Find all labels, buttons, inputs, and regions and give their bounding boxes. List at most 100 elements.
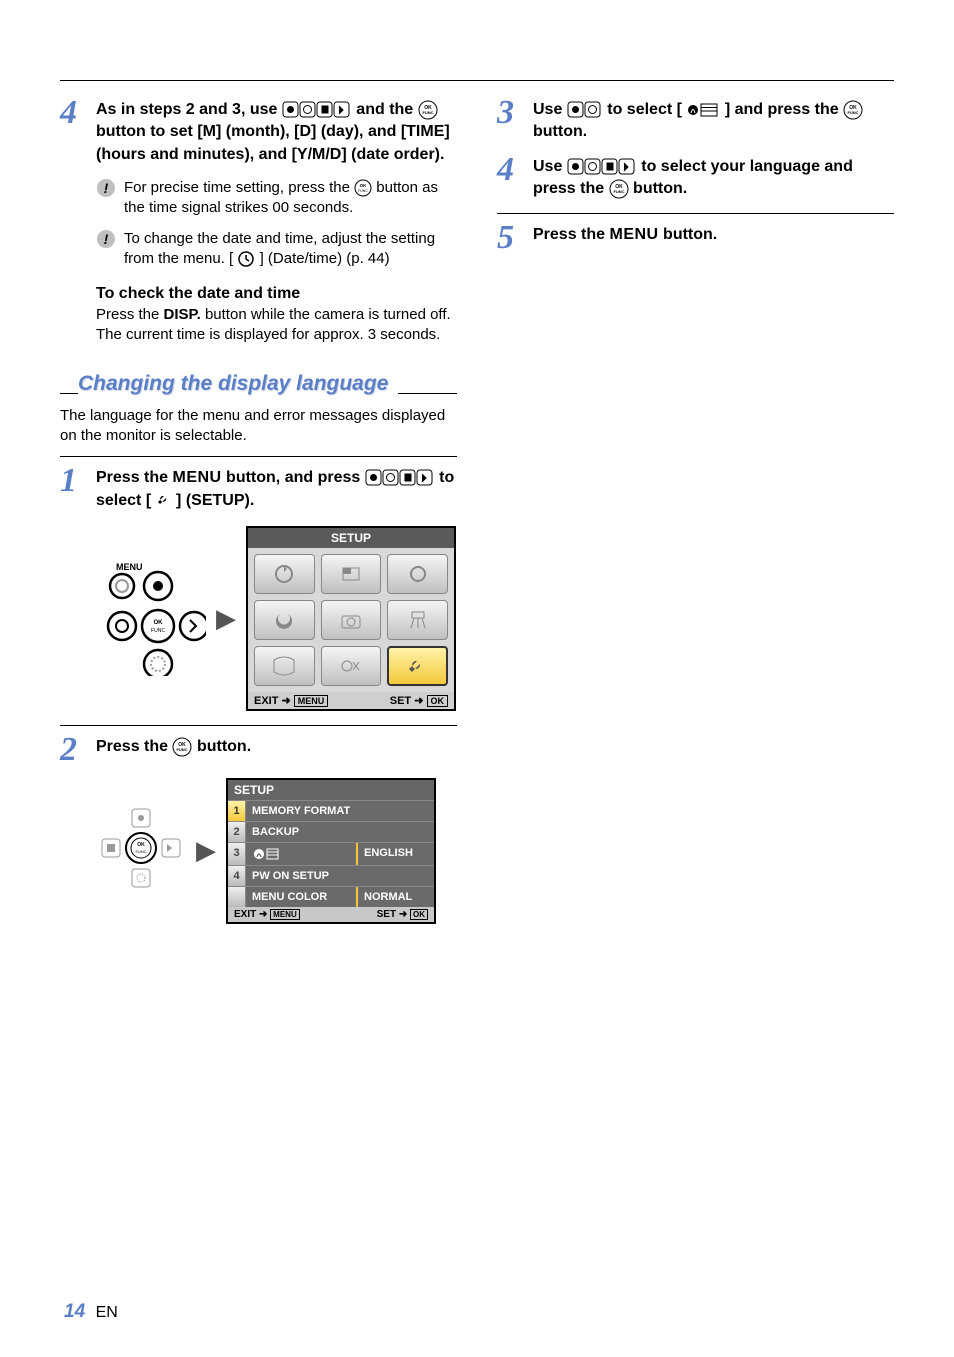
menu-label: MENU [172, 469, 221, 486]
svg-text:FUNC: FUNC [177, 747, 188, 752]
menu-list-diagram: OKFUNC ▶ SETUP 1 MEMORY FORMAT 2 BACKUP … [96, 778, 457, 924]
step-4-lang: 4 Use to select your language and press … [497, 156, 894, 201]
dpad-buttons-icon: MENU OKFUNC [96, 556, 206, 681]
step-number: 4 [60, 99, 86, 166]
step-separator [497, 213, 894, 214]
svg-text:!: ! [104, 180, 109, 196]
note-precise-time: ! For precise time setting, press the OK… [96, 178, 457, 219]
cell-setup-icon [387, 646, 448, 686]
arrow-icon: ▶ [196, 835, 216, 866]
row-num: 2 [228, 822, 246, 842]
step-number: 3 [497, 99, 523, 144]
step4-text-a: As in steps 2 and 3, use [96, 101, 282, 118]
note-text: For precise time setting, press the OKFU… [124, 178, 457, 219]
s1-d: ] (SETUP). [176, 492, 254, 509]
note1-a: For precise time setting, press the [124, 179, 354, 196]
r3-c: ] and press the [725, 101, 843, 118]
svg-text:!: ! [104, 231, 109, 247]
dpad-cross-icon: OKFUNC [96, 803, 186, 898]
arrow-icon: ▶ [216, 603, 236, 634]
page-lang: EN [96, 1304, 118, 1321]
row-label: BACKUP [246, 822, 434, 842]
section-title: Changing the display language [78, 372, 398, 396]
setup-footer: EXIT ➜ MENU SET ➜ OK [248, 692, 454, 709]
cell-tripod-icon [387, 600, 448, 640]
cell-sleep-icon [254, 600, 315, 640]
exit-label: EXIT ➜ MENU [254, 694, 328, 707]
menu-row: 3 ENGLISH [228, 842, 434, 865]
ok-func-icon: OKFUNC [172, 737, 192, 757]
step-number: 1 [60, 467, 86, 512]
section-intro: The language for the menu and error mess… [60, 406, 457, 447]
note2-b: ] (Date/time) (p. 44) [260, 250, 390, 267]
info-icon: ! [96, 229, 116, 270]
step-text: Use to select your language and press th… [533, 156, 894, 201]
step-number: 2 [60, 736, 86, 764]
cell-reset-icon [254, 554, 315, 594]
menu-row: 4 PW ON SETUP [228, 865, 434, 886]
dpad-4way-icon [365, 469, 435, 487]
step-number: 4 [497, 156, 523, 201]
menu-row: 1 MEMORY FORMAT [228, 800, 434, 821]
cell-scene-icon [387, 554, 448, 594]
exit-label: EXIT ➜ MENU [234, 909, 300, 920]
row-num: 1 [228, 801, 246, 821]
dpad-4way-icon [282, 101, 352, 119]
disp-label: DISP. [164, 306, 201, 323]
step-separator [60, 456, 457, 457]
r3-b: to select [ [607, 101, 682, 118]
step-3: 3 Use to select [ ] and press the OKFUNC [497, 99, 894, 144]
step4-text-c: button to set [M] (month), [D] (day), an… [96, 123, 450, 162]
right-column: 3 Use to select [ ] and press the OKFUNC [497, 99, 894, 938]
setup-title: SETUP [248, 528, 454, 548]
step-text: Use to select [ ] and press the OKFUNC b… [533, 99, 894, 144]
note-change-date: ! To change the date and time, adjust th… [96, 229, 457, 270]
two-column-layout: 4 As in steps 2 and 3, use and the OKFUN… [60, 99, 894, 938]
setup-diagram: MENU OKFUNC ▶ SETUP [96, 526, 457, 711]
check-date-heading: To check the date and time [96, 285, 457, 303]
step-text: Press the MENU button. [533, 224, 717, 252]
s2-b: button. [197, 738, 251, 755]
cell-camera-icon [321, 600, 382, 640]
step-text: As in steps 2 and 3, use and the OKFUNC … [96, 99, 457, 166]
clock-icon [237, 250, 255, 268]
step-text: Press the OKFUNC button. [96, 736, 251, 764]
step-1: 1 Press the MENU button, and press to se… [60, 467, 457, 512]
menu-list-screen: SETUP 1 MEMORY FORMAT 2 BACKUP 3 ENGLISH [226, 778, 436, 924]
step-number: 5 [497, 224, 523, 252]
row-label: PW ON SETUP [246, 866, 434, 886]
row-label: MENU COLOR [246, 887, 356, 907]
step4-text-b: and the [356, 101, 417, 118]
svg-text:OK: OK [154, 620, 164, 626]
setup-screen: SETUP EXIT ➜ MENU SET ➜ OK [246, 526, 456, 711]
cell-mute-icon [321, 646, 382, 686]
wrench-icon [156, 492, 172, 508]
menu-label: MENU [609, 226, 658, 243]
row-value: ENGLISH [356, 843, 434, 865]
step-text: Press the MENU button, and press to sele… [96, 467, 457, 512]
page-footer: 14 EN [64, 1301, 118, 1323]
step-5: 5 Press the MENU button. [497, 224, 894, 252]
check-a: Press the [96, 306, 164, 323]
r5-a: Press the [533, 226, 609, 243]
svg-text:FUNC: FUNC [613, 189, 624, 194]
svg-text:FUNC: FUNC [358, 189, 368, 193]
r3-a: Use [533, 101, 567, 118]
section-heading: Changing the display language [60, 372, 457, 396]
menu-footer: EXIT ➜ MENU SET ➜ OK [228, 907, 434, 922]
top-rule [60, 80, 894, 81]
r4-a: Use [533, 158, 567, 175]
svg-text:FUNC: FUNC [135, 849, 146, 854]
page-number: 14 [64, 1301, 85, 1322]
svg-text:OK: OK [360, 183, 368, 188]
svg-text:FUNC: FUNC [151, 628, 165, 634]
cell-quality-icon [321, 554, 382, 594]
setup-grid [248, 548, 454, 692]
s2-a: Press the [96, 738, 172, 755]
step-2: 2 Press the OKFUNC button. [60, 736, 457, 764]
check-date-text: Press the DISP. button while the camera … [96, 305, 457, 346]
row-label: MEMORY FORMAT [246, 801, 434, 821]
svg-text:OK: OK [137, 842, 145, 848]
step-separator [60, 725, 457, 726]
language-menu-icon [686, 102, 720, 118]
